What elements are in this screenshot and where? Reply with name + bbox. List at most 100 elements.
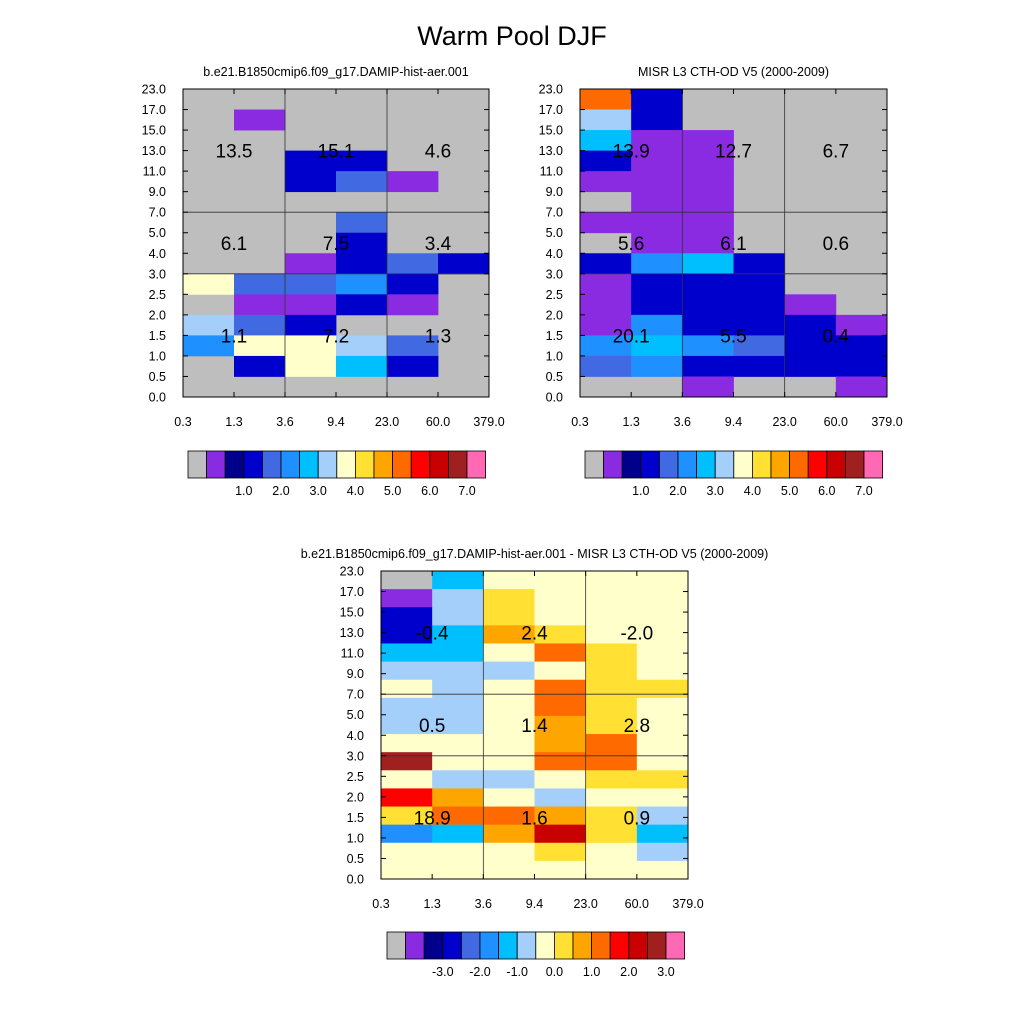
heatmap-cell [285,273,337,295]
heatmap-cell [483,643,535,662]
y-tick-label: 11.0 [341,647,364,661]
heatmap-cell [336,355,388,377]
heatmap-cell [835,376,888,398]
heatmap-cell [534,661,587,681]
heatmap-cell [585,806,638,826]
heatmap-cell [534,770,587,789]
x-tick-label: 379.0 [672,897,703,911]
heatmap-cell [387,294,439,316]
heatmap-cell [631,89,683,110]
heatmap-cell [631,253,683,275]
x-tick-label: 379.0 [473,415,504,429]
heatmap-cell [580,355,632,377]
heatmap-cell [387,171,439,193]
y-tick-label: 1.0 [149,349,166,363]
heatmap-cell [534,625,587,644]
y-tick-label: 13.0 [340,626,364,640]
region-value-label: 0.9 [624,808,650,829]
heatmap-cell [631,314,683,336]
y-tick-label: 0.5 [546,370,563,384]
region-value-label: 6.1 [221,234,247,255]
x-tick-label: 379.0 [871,415,902,429]
heatmap-cell [381,824,433,844]
colorbar-label: 4.0 [347,484,364,498]
y-tick-label: 15.0 [340,606,364,620]
heatmap-cell [183,314,235,336]
y-tick-label: 2.0 [149,308,166,322]
heatmap-cell [381,607,433,626]
heatmap-cell [381,589,433,608]
colorbar-swatch [826,450,846,479]
region-value-label: -2.0 [620,624,653,645]
y-tick-label: 2.5 [347,770,364,784]
panels: 0.3 1.3 3.6 9.4 23.0 60.0 379.0 0.0 0.5 1.0 1.5 2.0… [142,65,903,979]
colorbar-label: 1.0 [235,484,252,498]
heatmap-cell [483,770,535,789]
heatmap-cell [183,273,235,295]
heatmap-cell [784,294,837,316]
heatmap-cell [580,294,632,316]
heatmap-cell [636,860,689,880]
y-tick-label: 17.0 [142,103,166,117]
y-tick-label: 7.0 [149,206,166,220]
colorbar-swatch [261,450,282,479]
colorbar-swatch [677,450,698,479]
y-tick-label: 23.0 [539,83,563,97]
colorbar-swatch [410,450,431,479]
x-tick-label: 3.6 [674,415,691,429]
heatmap-cell [636,788,689,807]
heatmap-cell [483,752,535,771]
heatmap-cell [580,150,632,172]
heatmap-cell [381,770,433,789]
heatmap-cell [580,89,632,110]
heatmap-cell [381,715,433,735]
colorbar-label: 3.0 [657,965,674,979]
x-tick-label: 3.6 [276,415,293,429]
heatmap-cell [636,770,689,789]
heatmap-cell [682,376,734,398]
heatmap-cell [336,232,388,254]
heatmap-cell [387,253,439,275]
region-value-label: 5.6 [618,234,644,255]
heatmap-cell [636,824,689,844]
colorbar-label: 4.0 [744,484,761,498]
heatmap-cell [580,335,632,357]
colorbar-label: 1.0 [632,484,649,498]
y-tick-label: 2.5 [546,288,563,302]
y-tick-label: 2.0 [546,308,563,322]
colorbar-swatch [665,931,686,960]
colorbar-swatch [224,450,245,479]
heatmap-cell [631,130,683,151]
y-tick-label: 17.0 [340,585,364,599]
colorbar-swatch [280,450,301,479]
colorbar-swatch [206,450,226,479]
colorbar-swatch [516,931,537,960]
y-tick-label: 3.0 [546,267,563,281]
y-tick-label: 1.5 [149,329,166,343]
heatmap-cell [285,150,337,172]
heatmap-cell [636,661,689,681]
region-value-label: 7.5 [323,234,349,255]
colorbar-swatch [447,450,468,479]
heatmap-cell [534,806,587,826]
heatmap-cell [534,824,587,844]
colorbar-label: 1.0 [583,965,600,979]
panel-title: b.e21.B1850cmip6.f09_g17.DAMIP-hist-aer.… [203,65,468,79]
colorbar-swatch [628,931,648,960]
heatmap-cell [534,679,587,699]
panel-title: MISR L3 CTH-OD V5 (2000-2009) [638,65,829,79]
heatmap-cell [534,571,587,590]
colorbar-swatch [554,931,574,960]
colorbar-swatch [584,450,605,479]
colorbar-swatch [733,450,753,479]
heatmap-cell [483,806,535,826]
heatmap-cell [835,314,888,336]
colorbar-swatch [714,450,735,479]
heatmap-cell [631,335,683,357]
colorbar-label: 7.0 [458,484,475,498]
region-value-label: 4.6 [425,142,451,163]
y-tick-label: 11.0 [540,165,563,179]
heatmap-cell [636,715,689,735]
heatmap-cell [636,589,689,608]
region-value-label: 1.3 [425,326,451,347]
